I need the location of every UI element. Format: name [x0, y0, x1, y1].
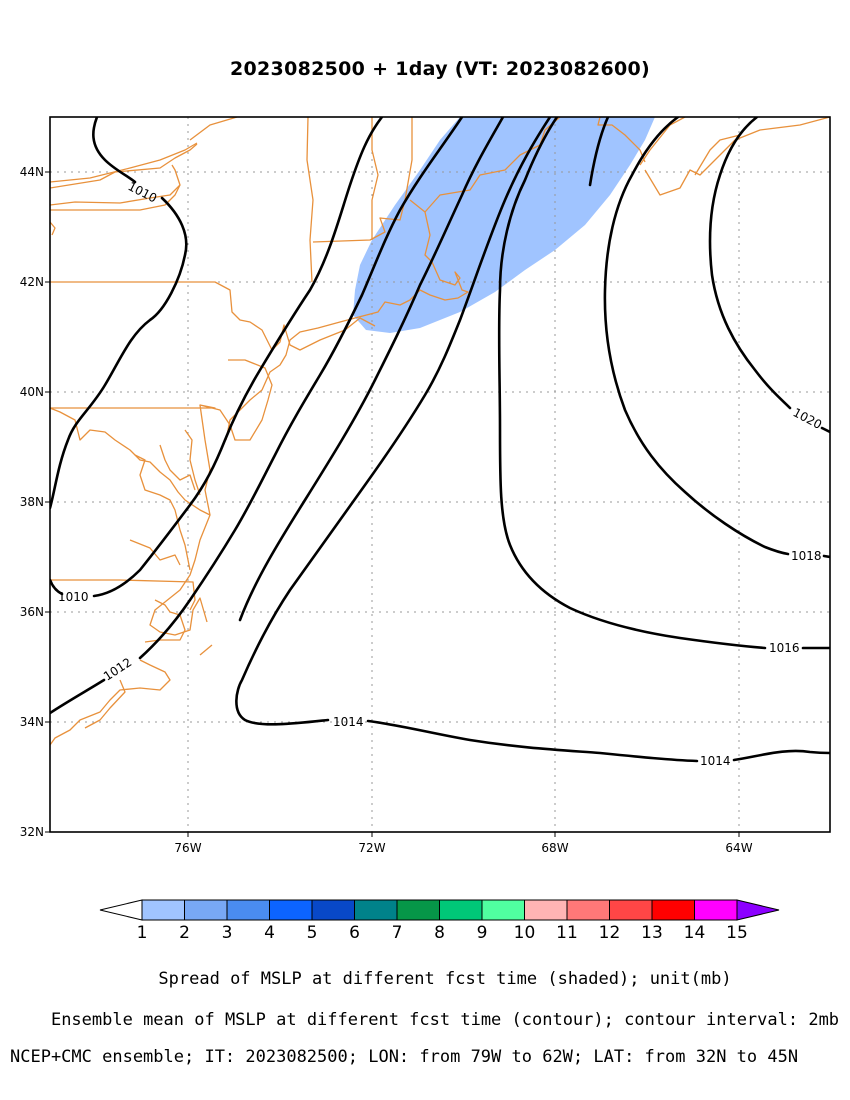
colorbar-cell [311, 899, 355, 921]
longitude-labels: 76W 72W 68W 64W [174, 841, 752, 855]
lat-label-38n: 38N [20, 495, 44, 509]
colorbar-cell [396, 899, 440, 921]
contour-1016-north [588, 117, 610, 187]
colorbar-tick-label: 12 [599, 923, 621, 943]
colorbar-cell [439, 899, 483, 921]
contour-label-1020: 1020 [791, 405, 825, 432]
contour-1010-north-b [50, 196, 188, 510]
contour-label-1014-a: 1014 [333, 715, 364, 729]
colorbar-cell [141, 899, 185, 921]
mslp-contours [50, 117, 830, 763]
lat-label-40n: 40N [20, 385, 44, 399]
caption-contour: Ensemble mean of MSLP at different fcst … [50, 1010, 840, 1030]
colorbar-tick-label: 8 [434, 923, 445, 943]
contour-label-1012: 1012 [101, 655, 134, 683]
lat-label-32n: 32N [20, 825, 44, 839]
contour-1010-north [92, 117, 137, 184]
lat-label-36n: 36N [20, 605, 44, 619]
caption-shading: Spread of MSLP at different fcst time (s… [158, 969, 732, 989]
colorbar-tick-label: 14 [684, 923, 706, 943]
colorbar: 1 2 3 4 5 6 7 8 9 10 11 12 13 14 15 [99, 899, 780, 943]
colorbar-cell [269, 899, 313, 921]
colorbar-tick-label: 10 [514, 923, 536, 943]
colorbar-cell [566, 899, 610, 921]
contour-1012 [50, 678, 106, 715]
contour-1016 [497, 117, 767, 650]
lat-label-34n: 34N [20, 715, 44, 729]
spread-shaded-region [353, 117, 655, 333]
contour-1014-outer [238, 117, 505, 622]
colorbar-tick-label: 2 [179, 923, 190, 943]
colorbar-tick-label: 9 [477, 923, 488, 943]
contour-1014-east-b [732, 749, 830, 762]
colorbar-tick-label: 4 [264, 923, 275, 943]
lon-label-72w: 72W [358, 841, 385, 855]
colorbar-cell [524, 899, 568, 921]
colorbar-cell [226, 899, 270, 921]
caption-ensemble-info: NCEP+CMC ensemble; IT: 2023082500; LON: … [10, 1047, 799, 1067]
contour-label-1018: 1018 [791, 549, 822, 563]
plot-frame [49, 116, 831, 833]
contour-1012-b [138, 117, 464, 660]
colorbar-cell [354, 899, 398, 921]
colorbar-tick-label: 15 [726, 923, 748, 943]
contour-label-1010-south: 1010 [58, 590, 89, 604]
contour-1020-end [820, 426, 830, 434]
colorbar-left-triangle [99, 899, 143, 921]
colorbar-cell [609, 899, 653, 921]
colorbar-cell [694, 899, 738, 921]
latitude-labels: 44N 42N 40N 38N 36N 34N 32N [20, 165, 44, 839]
map-title: 2023082500 + 1day (VT: 2023082600) [229, 58, 651, 80]
contour-label-1014-b: 1014 [700, 754, 731, 768]
contour-1014-east-a [366, 719, 699, 763]
lon-label-68w: 68W [541, 841, 568, 855]
contour-1010-south [50, 578, 64, 596]
contour-1010-south-b [92, 117, 384, 598]
lon-label-76w: 76W [174, 841, 201, 855]
contour-label-1016: 1016 [769, 641, 800, 655]
colorbar-tick-label: 7 [392, 923, 403, 943]
colorbar-cell [651, 899, 695, 921]
contour-labels: 1010 1010 1012 1014 1014 1016 1018 1020 [58, 179, 824, 768]
colorbar-cell [481, 899, 525, 921]
lat-label-44n: 44N [20, 165, 44, 179]
contour-1018 [603, 117, 790, 556]
colorbar-tick-label: 6 [349, 923, 360, 943]
colorbar-cell [184, 899, 228, 921]
colorbar-right-triangle [736, 899, 780, 921]
contour-1020 [708, 117, 792, 410]
lon-label-64w: 64W [725, 841, 752, 855]
colorbar-tick-label: 13 [641, 923, 663, 943]
contour-1018-end [822, 554, 830, 559]
colorbar-tick-label: 3 [222, 923, 233, 943]
colorbar-tick-label: 5 [307, 923, 318, 943]
contour-1014-inner [235, 117, 552, 726]
colorbar-tick-label: 1 [137, 923, 148, 943]
lat-label-42n: 42N [20, 275, 44, 289]
colorbar-tick-label: 11 [556, 923, 578, 943]
